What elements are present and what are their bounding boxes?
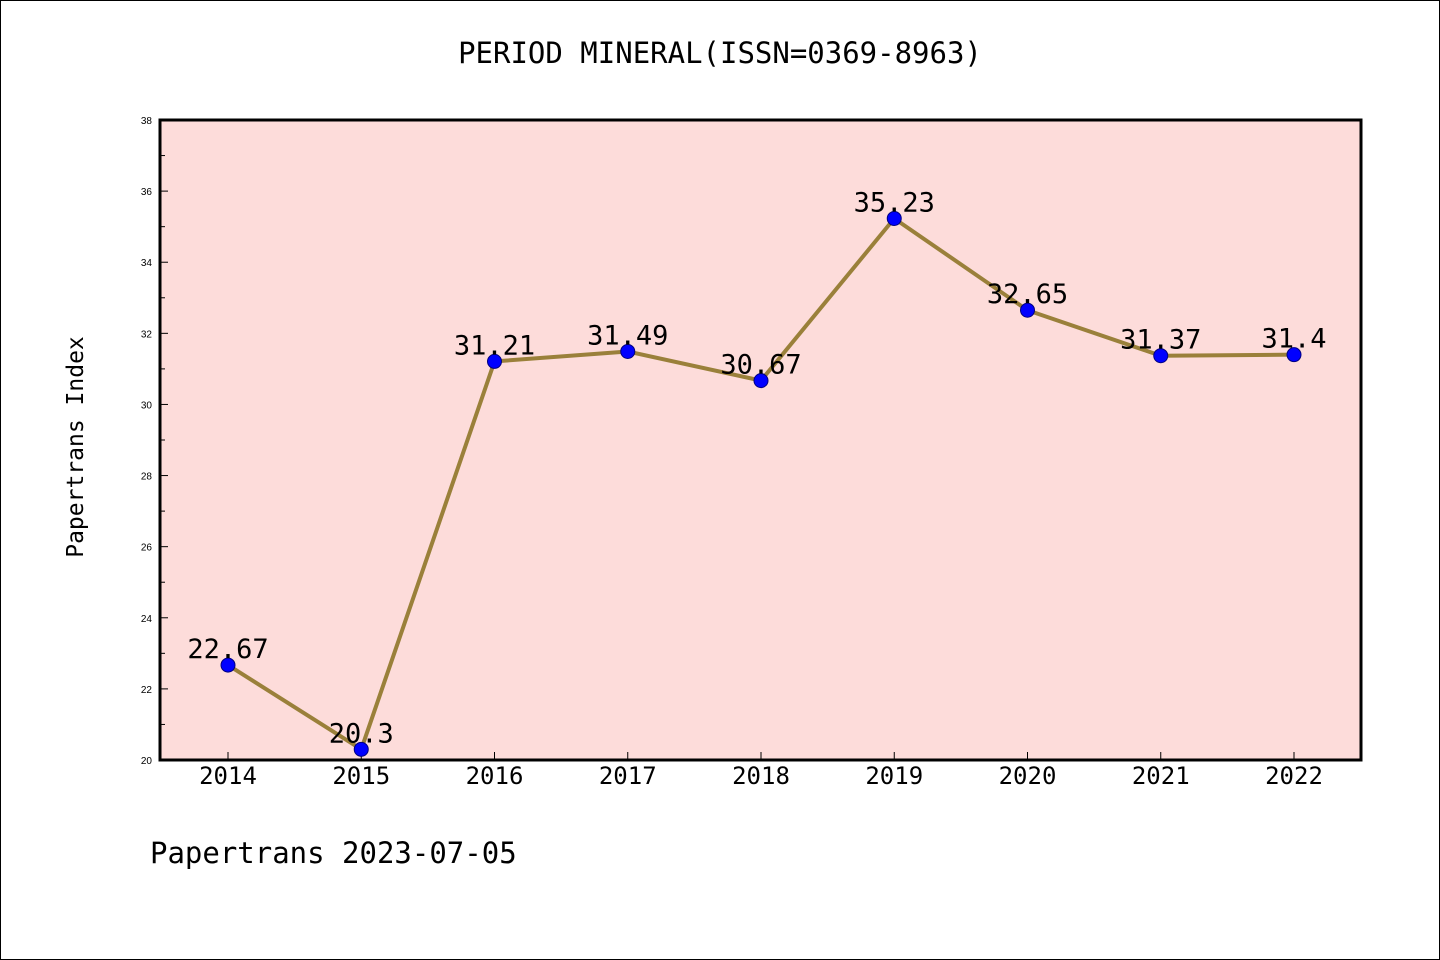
- data-point: [1153, 348, 1169, 364]
- data-label: 20.3: [329, 718, 394, 749]
- x-tick-label: 2021: [1132, 762, 1190, 790]
- y-tick-label: 32: [141, 329, 153, 340]
- data-point: [620, 343, 636, 359]
- data-label: 30.67: [720, 350, 801, 381]
- x-tick-label: 2015: [332, 762, 390, 790]
- data-label: 35.23: [854, 187, 935, 218]
- data-point: [886, 210, 902, 226]
- y-tick-label: 28: [141, 472, 153, 483]
- y-tick-label: 22: [141, 685, 153, 696]
- y-tick-label: 34: [141, 258, 153, 269]
- x-tick-label: 2019: [865, 762, 923, 790]
- x-tick-label: 2020: [999, 762, 1057, 790]
- data-point: [487, 353, 502, 369]
- data-label: 31.21: [454, 330, 535, 361]
- y-tick-label: 30: [141, 400, 153, 411]
- x-tick-label: 2014: [199, 762, 257, 790]
- data-point: [220, 657, 236, 673]
- y-tick-label: 26: [141, 543, 153, 554]
- chart-title: PERIOD MINERAL(ISSN=0369-8963): [458, 36, 982, 70]
- plot-background: [160, 120, 1361, 760]
- y-tick-label: 20: [141, 756, 153, 767]
- y-tick-label: 36: [141, 187, 153, 198]
- data-point: [753, 373, 769, 389]
- x-tick-label: 2017: [599, 762, 657, 790]
- data-label: 31.4: [1261, 324, 1326, 355]
- y-tick-label: 38: [141, 116, 153, 127]
- footer-caption: Papertrans 2023-07-05: [150, 836, 517, 870]
- plot-border: [158, 118, 1363, 762]
- x-tick-label: 2016: [466, 762, 524, 790]
- y-tick-label: 24: [141, 614, 153, 625]
- data-label: 32.65: [987, 279, 1068, 310]
- data-label: 31.37: [1120, 325, 1201, 356]
- data-point: [1020, 302, 1035, 318]
- x-tick-label: 2018: [732, 762, 790, 790]
- data-label: 31.49: [587, 320, 668, 351]
- data-point: [353, 741, 369, 757]
- data-label: 22.67: [187, 634, 268, 665]
- data-point: [1286, 347, 1302, 363]
- x-tick-label: 2022: [1265, 762, 1323, 790]
